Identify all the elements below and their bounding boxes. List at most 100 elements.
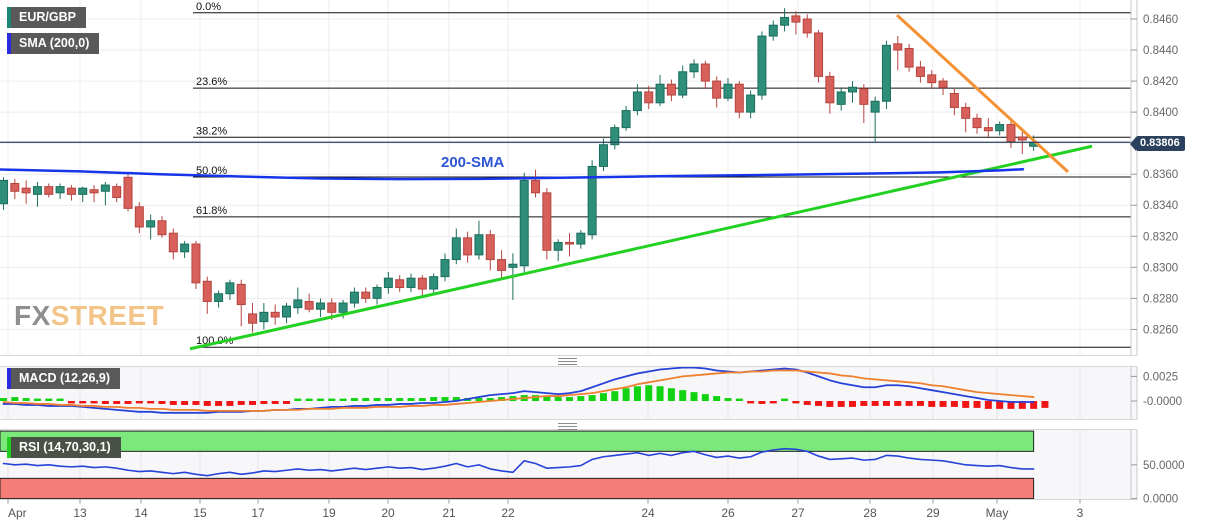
candle-body — [576, 232, 586, 245]
candle-body — [134, 206, 144, 228]
candle-body — [440, 259, 450, 278]
candle-body — [372, 286, 382, 299]
price-axis-label: 0.8280 — [1143, 293, 1178, 305]
macd-histogram-bar — [33, 398, 41, 401]
price-axis-label: 0.8360 — [1143, 169, 1178, 181]
macd-histogram-bar — [871, 401, 879, 406]
macd-histogram-bar — [452, 397, 460, 401]
x-axis-label: 28 — [863, 506, 877, 520]
macd-histogram-bar — [305, 398, 313, 401]
candle-body — [712, 80, 722, 99]
price-axis-label: 0.8320 — [1143, 231, 1178, 243]
macd-histogram-bar — [271, 401, 279, 404]
candle-body — [870, 100, 880, 113]
macd-histogram-bar — [769, 401, 777, 404]
candle-body — [55, 186, 65, 194]
candle-body — [836, 91, 846, 105]
price-badge-arrow-icon — [1130, 136, 1136, 151]
fxstreet-watermark: FXSTREET — [14, 301, 164, 331]
macd-histogram-bar — [882, 401, 890, 406]
macd-histogram-bar — [294, 398, 302, 401]
candle-body — [519, 179, 529, 267]
macd-histogram-bar — [781, 398, 789, 401]
candle-body — [881, 44, 891, 102]
macd-histogram-bar — [249, 401, 257, 405]
candle-body — [791, 15, 801, 23]
candle-body — [248, 313, 258, 324]
macd-signal-line — [2, 369, 1035, 412]
candle-body — [927, 74, 937, 84]
candle-body — [814, 32, 824, 77]
ascending-support-trendline — [189, 144, 1093, 351]
macd-axis-label: 0.0025 — [1143, 371, 1178, 383]
macd-histogram-bar — [283, 401, 290, 404]
candle-body — [304, 300, 314, 310]
fib-level-label: 0.0% — [196, 1, 221, 13]
candle-body — [293, 299, 303, 309]
candle-body — [802, 18, 812, 34]
macd-histogram-bar — [1018, 401, 1026, 409]
candle-body — [598, 144, 608, 167]
macd-histogram-bar — [962, 401, 970, 408]
x-axis-label: 19 — [322, 506, 336, 520]
candle-body — [610, 127, 620, 146]
candle-body — [259, 311, 269, 323]
macd-histogram-bar — [633, 386, 641, 401]
candle-body — [78, 187, 88, 195]
symbol-legend-chip[interactable]: EUR/GBP — [7, 7, 86, 28]
candle-body — [236, 283, 246, 306]
candle-body — [700, 63, 710, 82]
x-axis-label: 22 — [501, 506, 515, 520]
candle-body — [553, 241, 563, 251]
candle-body — [225, 282, 235, 295]
macd-histogram-bar — [826, 401, 834, 407]
macd-histogram-bar — [1041, 401, 1049, 408]
descending-resistance-trendline — [895, 14, 1070, 173]
candle-body — [157, 220, 167, 236]
x-axis-label: 3 — [1077, 506, 1084, 520]
macd-legend-chip[interactable]: MACD (12,26,9) — [7, 368, 120, 389]
macd-histogram-bar — [849, 401, 856, 407]
symbol-label: EUR/GBP — [19, 10, 76, 24]
rsi-oversold-band — [0, 477, 1035, 500]
macd-histogram-bar — [837, 401, 845, 407]
macd-histogram-bar — [894, 401, 902, 406]
sma-legend-chip[interactable]: SMA (200,0) — [7, 33, 100, 54]
candle-body — [32, 186, 42, 195]
candle-body — [723, 83, 733, 99]
x-axis-label: 24 — [641, 506, 655, 520]
rsi-overbought-band — [0, 430, 1035, 452]
macd-histogram-bar — [362, 398, 370, 401]
macd-histogram-bar — [599, 393, 607, 401]
candle-body — [338, 302, 348, 313]
macd-histogram-bar — [67, 401, 75, 404]
candle-body — [383, 277, 393, 288]
candle-body — [146, 220, 156, 228]
macd-axis-label: -0.0000 — [1143, 396, 1182, 408]
candle-body — [100, 184, 110, 192]
macd-histogram-bar — [939, 401, 947, 407]
macd-histogram-bar — [11, 397, 19, 401]
fib-level-label: 61.8% — [196, 205, 227, 217]
rsi-axis-label: 0.0000 — [1143, 494, 1178, 506]
rsi-legend-chip[interactable]: RSI (14,70,30,1) — [7, 437, 121, 458]
macd-histogram-bar — [0, 398, 7, 401]
panel-resize-handle-icon[interactable] — [558, 423, 577, 430]
candle-body — [327, 302, 337, 313]
candle-body — [825, 75, 835, 104]
fib-level-label: 23.6% — [196, 76, 227, 88]
candle-body — [565, 241, 574, 245]
candle-body — [893, 43, 903, 51]
candle-body — [463, 237, 473, 256]
macd-histogram-bar — [169, 401, 177, 405]
watermark-street: STREET — [50, 300, 165, 331]
macd-histogram-bar — [158, 401, 166, 404]
macd-histogram-bar — [90, 401, 98, 404]
macd-histogram-bar — [916, 401, 924, 406]
candle-body — [621, 110, 631, 129]
x-axis-label: Apr — [8, 506, 27, 520]
panel-resize-handle-icon[interactable] — [558, 358, 577, 365]
macd-histogram-bar — [192, 401, 200, 405]
candle-body — [949, 92, 959, 108]
